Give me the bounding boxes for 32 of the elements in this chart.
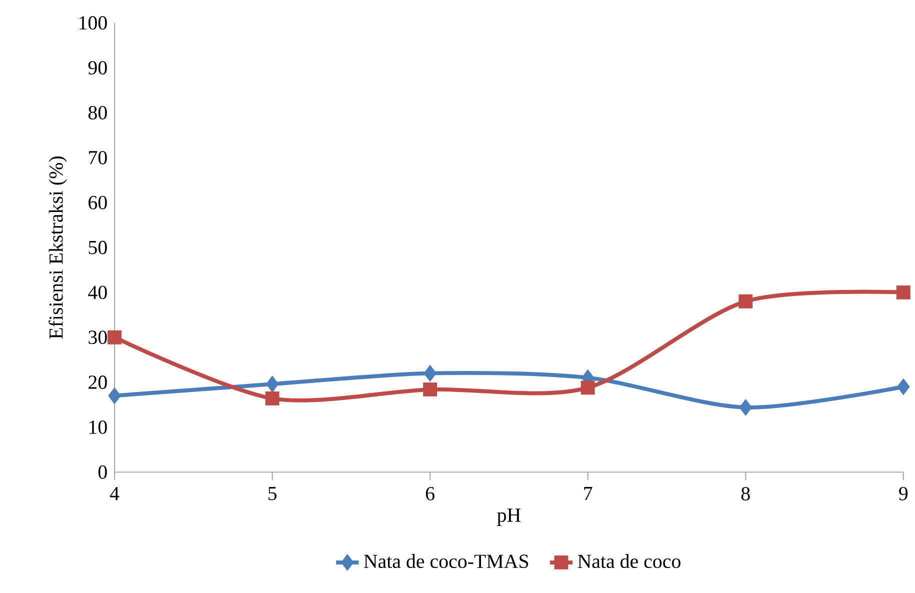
point [108,388,121,404]
y-tick-label: 70 [89,151,107,165]
point [897,378,910,396]
point [266,376,279,393]
point [738,294,753,309]
point [265,392,280,406]
x-tick-label: 9 [899,487,908,501]
y-tick-label: 100 [80,16,107,30]
x-axis-title: pH [497,508,521,526]
y-tick-label: 40 [88,286,107,300]
y-tick-label: 10 [89,420,107,434]
point [580,380,595,395]
point [108,330,122,345]
x-tick-label: 5 [268,487,277,500]
point [896,286,910,300]
y-tick-label: 90 [88,61,107,75]
legend-label: Nata de coco-TMAS [364,554,528,568]
y-axis-title: Efisiensi Ekstraksi (%) [48,156,67,339]
legend-label: Nata de coco [578,554,680,568]
y-tick-label: 30 [88,330,107,344]
y-tick-label: 20 [88,376,107,390]
y-tick-label: 80 [88,106,107,120]
x-tick-label: 8 [741,487,750,501]
point [424,365,436,382]
point [423,382,438,397]
x-tick-label: 6 [426,487,434,501]
y-tick-label: 0 [98,466,107,480]
point [739,399,752,416]
y-tick-label: 60 [88,196,107,210]
y-tick-label: 50 [88,240,107,254]
x-tick-label: 7 [584,487,592,500]
x-tick-label: 4 [110,487,120,500]
